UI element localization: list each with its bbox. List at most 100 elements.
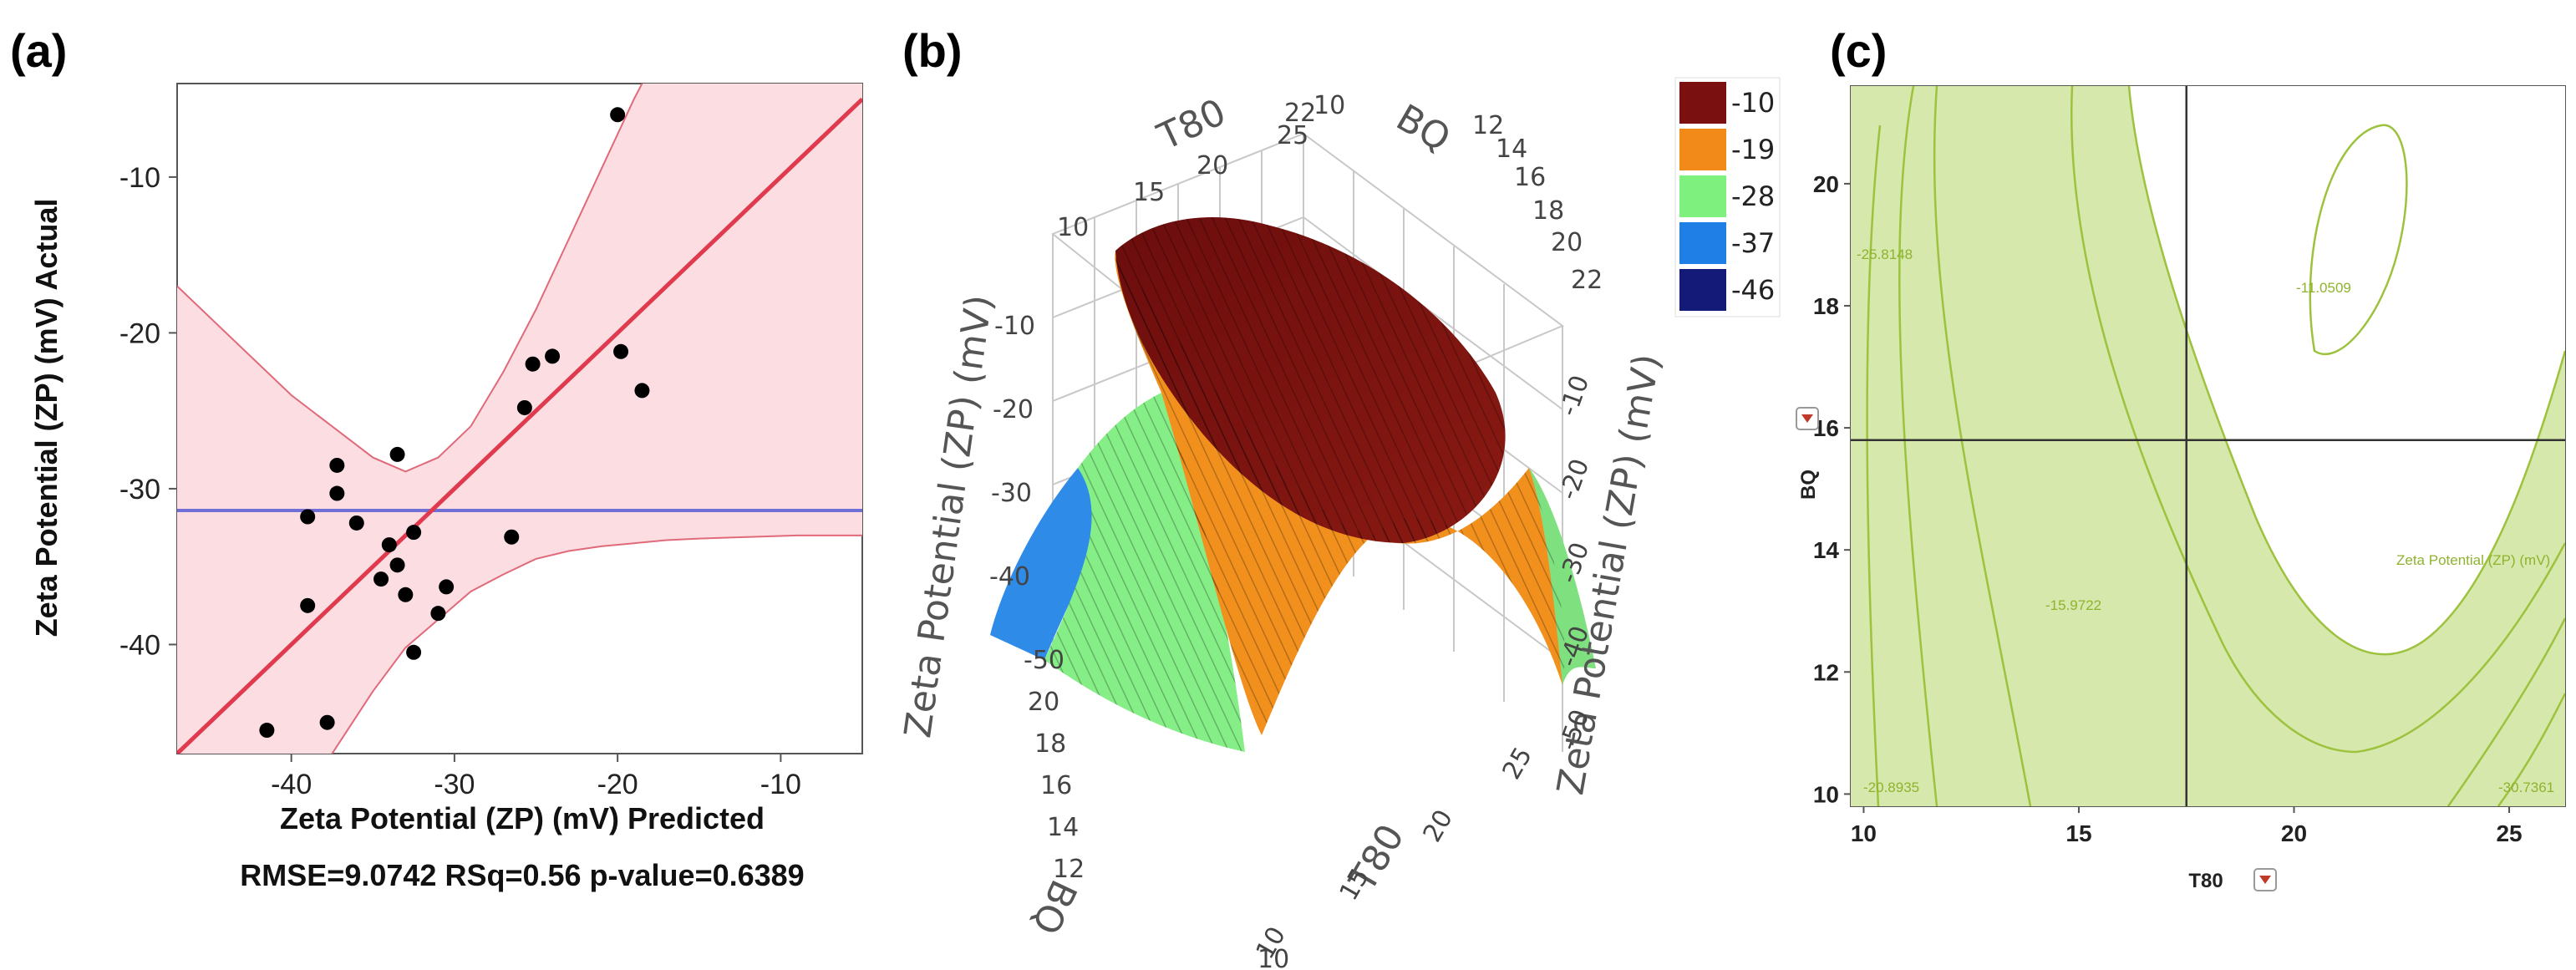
top-bq-tick: 10 <box>1313 91 1345 120</box>
scatter-point <box>439 579 455 595</box>
confidence-lower-curve <box>331 534 862 754</box>
scatter-point <box>259 723 275 739</box>
panel-label-a: (a) <box>10 24 67 77</box>
panel-c-y-label: BQ <box>1797 470 1820 500</box>
panel-a-x-label: Zeta Potential (ZP) (mV) Predicted <box>280 801 765 835</box>
scatter-point <box>389 446 405 462</box>
contour-label-3: -15.9722 <box>2045 597 2101 613</box>
confidence-band <box>177 84 862 754</box>
scatter-point <box>406 525 422 541</box>
panel-a-stats: RMSE=9.0742 RSq=0.56 p-value=0.6389 <box>240 858 804 892</box>
panel-label-b: (b) <box>902 24 963 77</box>
front-bq-tick: 14 <box>1047 813 1079 842</box>
contour-line-30b <box>2497 693 2565 806</box>
scatter-point <box>300 597 316 613</box>
left-z-tick: -30 <box>991 479 1032 508</box>
surface-region-28-edge <box>1529 468 1596 685</box>
scatter-point <box>329 457 345 473</box>
front-bq-tick: 12 <box>1053 855 1085 884</box>
contour-label-2: -11.0509 <box>2296 280 2351 296</box>
response-surface <box>990 217 1596 752</box>
contour-line-20 <box>2070 86 2565 754</box>
x-tick-label: -20 <box>597 769 638 800</box>
top-bq-tick: 20 <box>1551 228 1583 257</box>
front-bq-tick: 18 <box>1034 729 1066 759</box>
legend-label: -10 <box>1731 87 1775 119</box>
front-bq-tick: 20 <box>1028 688 1059 717</box>
panel-b-top-x-label: T80 <box>1151 91 1232 160</box>
top-t80-tick: 10 <box>1057 213 1089 242</box>
panel-c-x-label: T80 <box>2188 870 2223 892</box>
panel-a-y-label: Zeta Potential (ZP) (mV) Actual <box>29 199 64 637</box>
y-tick-label: 20 <box>1813 171 1839 197</box>
scatter-point <box>348 515 364 531</box>
legend-swatch <box>1679 269 1726 311</box>
scatter-point <box>430 606 446 622</box>
chevron-down-icon <box>2259 876 2271 884</box>
y-tick-label: -30 <box>119 474 160 505</box>
legend-swatch <box>1679 222 1726 264</box>
contour-line-15 <box>2127 86 2565 656</box>
surface-mesh-overlay-2 <box>1044 393 1245 752</box>
contour-label-4: -20.8935 <box>1863 780 1919 795</box>
legend-label: -19 <box>1731 134 1775 165</box>
right-z-tick: -20 <box>1554 455 1596 504</box>
y-tick-label: 18 <box>1813 293 1839 319</box>
top-bq-tick: 14 <box>1496 135 1527 164</box>
right-z-tick: -10 <box>1554 372 1596 420</box>
contour-line-10 <box>2309 124 2408 356</box>
top-bq-tick: 16 <box>1514 163 1546 192</box>
front-bq-tick: 16 <box>1040 771 1072 800</box>
panel-a-scatter: -40 -30 -20 -10 -10 -20 -30 -40 Zeta Potential… <box>29 83 863 892</box>
top-bq-tick: 22 <box>1284 99 1316 128</box>
scatter-point <box>525 356 541 372</box>
surface-mesh-overlay <box>1115 217 1506 543</box>
y-tick-label: 12 <box>1813 659 1839 685</box>
top-bq-tick: 22 <box>1571 266 1603 295</box>
front-bq-tick: 10 <box>1258 945 1289 970</box>
legend-label: -28 <box>1731 180 1775 212</box>
panel-b-surface: T80 BQ Zeta Potential (ZP) (mV) Zeta Pot… <box>897 77 1781 970</box>
legend-swatch <box>1679 82 1726 124</box>
scatter-point <box>373 571 389 587</box>
surface-mesh-overlay-3 <box>1115 251 1565 735</box>
panel-a-y-ticks: -10 -20 -30 -40 <box>119 162 177 661</box>
scatter-point <box>610 107 626 123</box>
scatter-point <box>516 399 532 415</box>
confidence-upper-curve <box>177 84 643 473</box>
panel-b-legend: -10 -19 -28 -37 -46 <box>1674 77 1781 317</box>
scatter-point <box>613 343 629 359</box>
scatter-points <box>259 107 650 739</box>
x-tick-label: 20 <box>2281 820 2307 846</box>
scatter-point <box>398 587 414 602</box>
panel-a-x-ticks: -40 -30 -20 -10 <box>271 754 801 800</box>
top-bq-tick: 18 <box>1532 196 1564 226</box>
contour-line-30a <box>2446 617 2565 806</box>
fit-line <box>177 97 862 754</box>
y-tick-label: 14 <box>1813 537 1840 563</box>
contour-feasible-region <box>2072 86 2565 655</box>
scatter-point <box>381 537 397 553</box>
y-tick-label: -10 <box>119 162 160 194</box>
contour-line-25b <box>1898 86 1938 806</box>
scatter-point <box>634 383 650 399</box>
left-z-tick: -10 <box>994 312 1035 341</box>
contour-label-1: -25.8148 <box>1857 246 1913 262</box>
left-z-tick: -40 <box>989 562 1030 592</box>
front-t80-tick: 25 <box>1497 742 1538 785</box>
contour-field: -25.8148 -11.0509 -15.9722 -20.8935 -30.… <box>1851 86 2565 806</box>
x-tick-label: 25 <box>2496 820 2522 846</box>
panel-b-top-y-label: BQ <box>1390 96 1458 160</box>
front-t80-tick: 20 <box>1418 805 1459 847</box>
panel-label-c: (c) <box>1830 24 1887 77</box>
panel-c-contour: -25.8148 -11.0509 -15.9722 -20.8935 -30.… <box>1796 85 2566 892</box>
legend-swatch <box>1679 129 1726 170</box>
scatter-point <box>545 348 561 364</box>
top-bq-tick: 12 <box>1472 111 1504 140</box>
x-tick-label: -40 <box>271 769 312 800</box>
x-tick-label: -30 <box>434 769 475 800</box>
scatter-point <box>389 557 405 573</box>
scatter-point <box>300 509 316 525</box>
contour-line-25c <box>1866 124 1882 806</box>
